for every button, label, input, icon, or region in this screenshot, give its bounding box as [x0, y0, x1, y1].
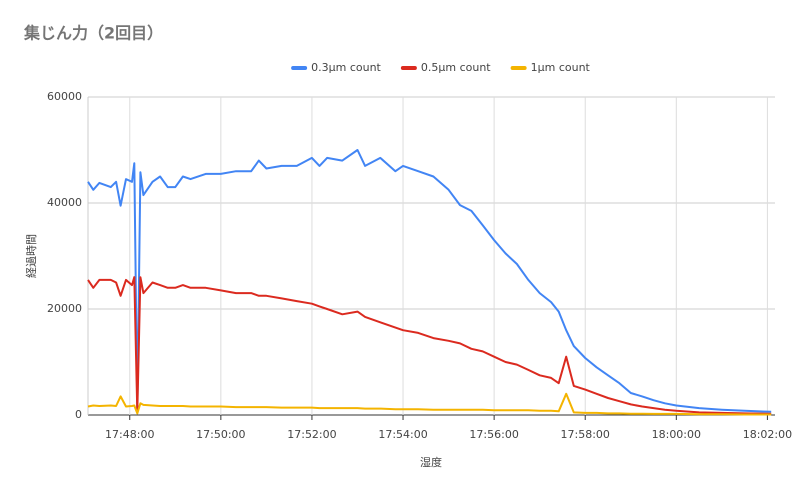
- y-tick-label: 60000: [47, 90, 82, 103]
- data-line: [87, 276, 772, 415]
- legend-item: 1μm count: [510, 61, 591, 74]
- x-tick-label: 18:02:00: [743, 428, 792, 441]
- legend-item: 0.5μm count: [400, 61, 491, 74]
- y-axis-label: 経過時間: [25, 234, 38, 278]
- legend-item: 0.3μm count: [291, 61, 382, 74]
- y-tick-label: 20000: [47, 302, 82, 315]
- data-line: [87, 392, 772, 416]
- legend-label: 0.5μm count: [421, 61, 491, 74]
- x-tick-label: 17:56:00: [469, 428, 518, 441]
- y-tick-label: 0: [75, 408, 82, 421]
- legend-label: 1μm count: [531, 61, 591, 74]
- x-tick-label: 17:50:00: [196, 428, 245, 441]
- chart-title: 集じん力（2回目）: [23, 24, 163, 43]
- data-line: [87, 149, 772, 414]
- legend: 0.3μm count 0.5μm count 1μm count: [291, 61, 591, 74]
- y-tick-label: 40000: [47, 196, 82, 209]
- x-axis-label: 湿度: [420, 455, 442, 469]
- x-tick-label: 17:48:00: [105, 428, 154, 441]
- x-tick-label: 17:52:00: [287, 428, 336, 441]
- legend-label: 0.3μm count: [311, 61, 381, 74]
- x-tick-label: 17:58:00: [561, 428, 610, 441]
- x-tick-label: 18:00:00: [652, 428, 701, 441]
- x-tick-label: 17:54:00: [378, 428, 427, 441]
